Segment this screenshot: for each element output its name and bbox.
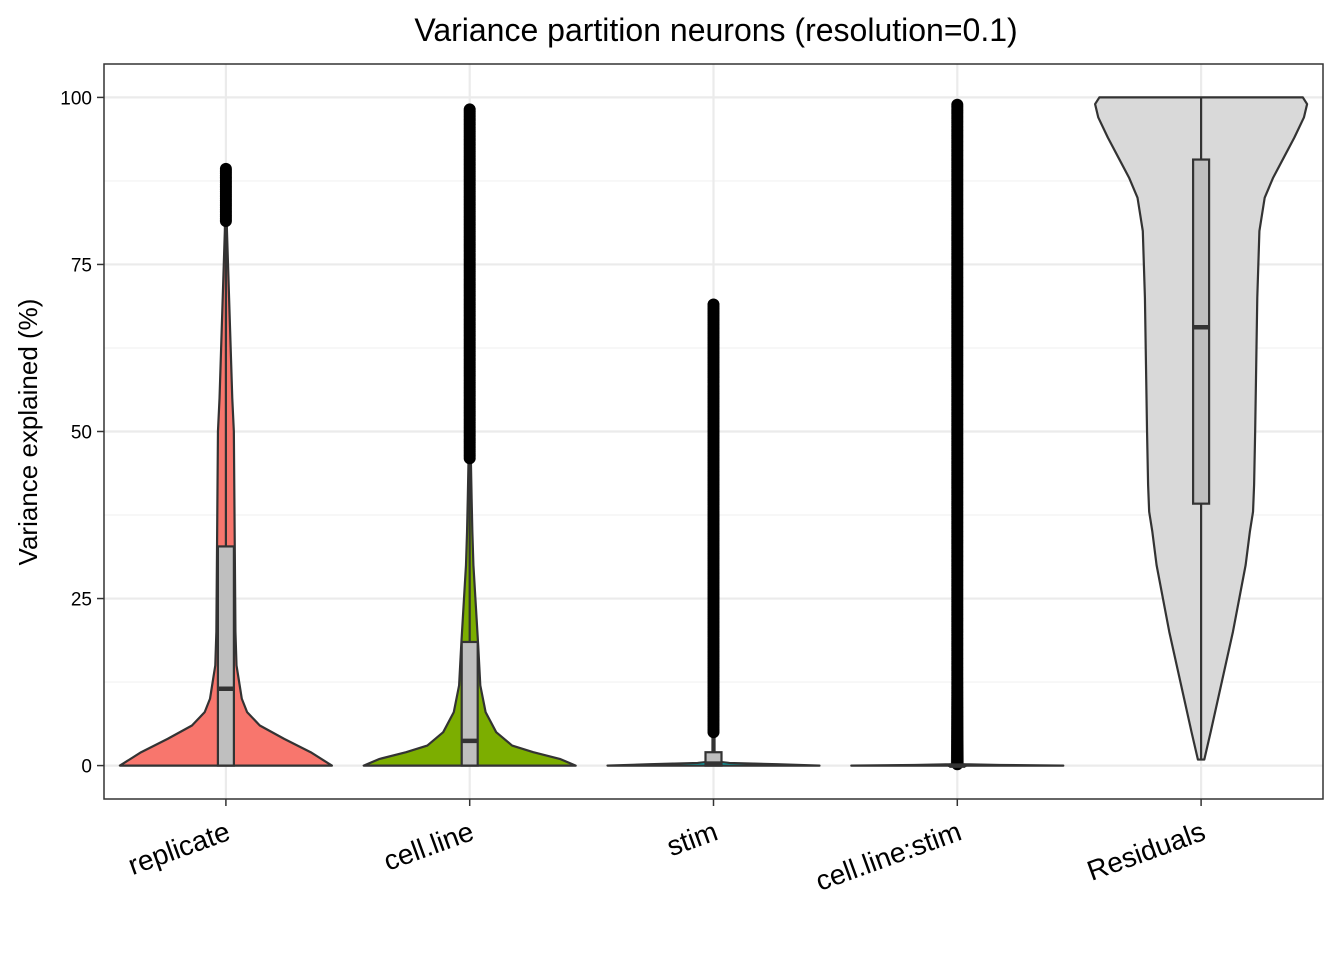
x-tick-label: cell.line:stim: [811, 816, 965, 897]
plot-panel: 0 25 50 75 100 replicate cell.line stim cell.lin…: [60, 63, 1324, 897]
y-tick-label: 100: [60, 88, 92, 109]
outlier-point: [707, 298, 720, 311]
box-cell.line: [460, 640, 479, 767]
y-tick-label: 75: [71, 255, 92, 276]
box-replicate: [216, 545, 235, 767]
x-tick-label: stim: [663, 816, 722, 863]
x-tick-label: replicate: [124, 816, 234, 881]
outlier-point: [219, 162, 232, 175]
y-tick-label: 25: [71, 590, 92, 611]
x-tick-label: cell.line: [379, 816, 477, 877]
y-axis-title: Variance explained (%): [13, 299, 43, 566]
y-tick-label: 50: [71, 423, 92, 444]
outlier-point: [463, 103, 476, 116]
x-tick-label: Residuals: [1083, 816, 1209, 887]
y-tick-label: 0: [81, 757, 92, 778]
box-Residuals: [1191, 158, 1211, 505]
outlier-point: [951, 98, 964, 111]
chart-title: Variance partition neurons (resolution=0…: [414, 12, 1017, 48]
